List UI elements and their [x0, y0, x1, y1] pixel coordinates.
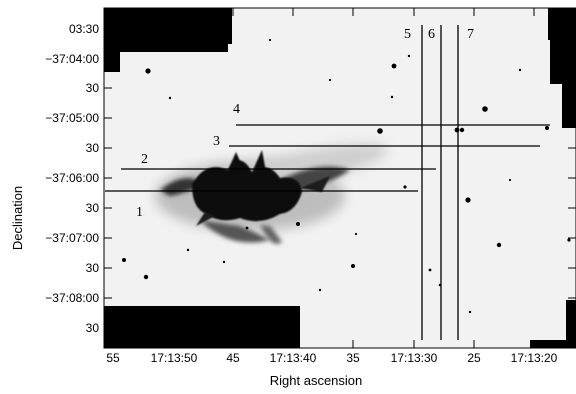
stars	[122, 38, 571, 314]
mask-top-left	[104, 8, 232, 72]
y-tick-label: −37:06:00	[45, 171, 99, 185]
y-tick-label: −37:04:00	[45, 52, 99, 66]
x-axis-title: Right ascension	[270, 373, 363, 388]
slit-7-label: 7	[467, 27, 474, 42]
slit-2-label: 2	[141, 152, 148, 167]
slit-labels: 1 2 3 4 5 6 7	[136, 27, 474, 220]
x-tick-label: 25	[467, 351, 481, 365]
image-panel: 1 2 3 4 5 6 7	[104, 8, 576, 348]
y-tick-label: 30	[86, 261, 100, 275]
y-tick-label: −37:05:00	[45, 111, 99, 125]
y-axis-title: Declination	[10, 186, 25, 250]
x-tick-label: 45	[226, 351, 240, 365]
slit-1-label: 1	[136, 205, 143, 220]
slit-5-label: 5	[404, 27, 411, 42]
y-tick-label: 30	[86, 81, 100, 95]
y-tick-labels: 03:30 −37:04:00 30 −37:05:00 30 −37:06:0…	[45, 22, 99, 335]
x-tick-label: 17:13:40	[270, 351, 317, 365]
mask-top-right	[548, 8, 576, 128]
slit-6-label: 6	[428, 27, 435, 42]
slit-3-label: 3	[213, 134, 220, 149]
mask-bottom-right	[530, 300, 576, 348]
y-tick-label: 30	[86, 321, 100, 335]
y-tick-label: −37:07:00	[45, 231, 99, 245]
x-tick-label: 35	[346, 351, 360, 365]
x-tick-labels: 55 17:13:50 45 17:13:40 35 17:13:30 25 1…	[106, 351, 557, 365]
x-tick-label: 55	[106, 351, 120, 365]
x-tick-label: 17:13:20	[511, 351, 558, 365]
y-axis-ticks	[104, 28, 576, 329]
x-tick-label: 17:13:50	[151, 351, 198, 365]
slit-4-label: 4	[233, 102, 240, 117]
slits	[105, 25, 550, 340]
y-tick-label: 03:30	[69, 22, 99, 36]
y-tick-label: −37:08:00	[45, 291, 99, 305]
x-axis-ticks	[112, 8, 535, 348]
mask-bottom-left	[104, 306, 300, 348]
y-tick-label: 30	[86, 141, 100, 155]
y-tick-label: 30	[86, 201, 100, 215]
x-tick-label: 17:13:30	[391, 351, 438, 365]
